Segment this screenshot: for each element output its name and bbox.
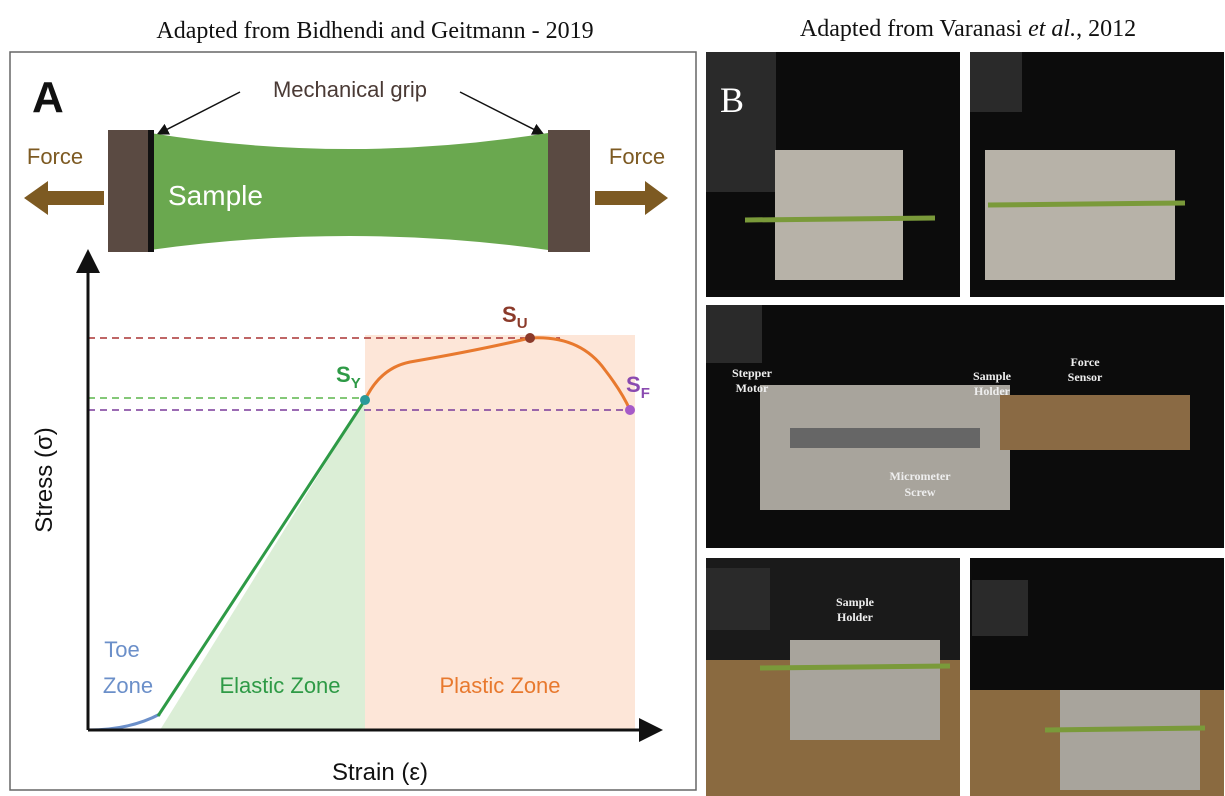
photo-label: Stepper	[732, 366, 773, 380]
plastic-zone	[365, 335, 635, 730]
grip	[108, 130, 150, 252]
left-caption: Adapted from Bidhendi and Geitmann - 201…	[156, 18, 593, 44]
grip-label: Mechanical grip	[273, 77, 427, 102]
zone-label: Elastic Zone	[219, 673, 340, 698]
photo-label: Holder	[974, 384, 1011, 398]
force-label: Force	[27, 144, 83, 169]
panel-letter: A	[32, 73, 64, 122]
right-caption: Adapted from Varanasi et al., 2012	[800, 16, 1136, 42]
yield-point	[360, 395, 370, 405]
zone-label: Plastic Zone	[439, 673, 560, 698]
photo: Stepper Motor Sample Holder Force Sensor…	[706, 305, 1224, 548]
photo-label: Micrometer	[889, 469, 951, 483]
photo-label: Force	[1070, 355, 1100, 369]
photo: Sample Holder	[706, 558, 960, 796]
ultimate-point	[525, 333, 535, 343]
photo-label: Holder	[837, 610, 874, 624]
figure: Adapted from Bidhendi and Geitmann - 201…	[0, 0, 1225, 796]
grip	[548, 130, 590, 252]
grip-edge	[148, 130, 154, 252]
photo-label: Motor	[736, 381, 769, 395]
photo	[970, 558, 1224, 796]
x-axis-label: Strain (ε)	[332, 759, 428, 786]
sample-label: Sample	[168, 180, 263, 211]
zone-label: Toe	[104, 637, 139, 662]
fracture-point	[625, 405, 635, 415]
photo-label: Screw	[904, 485, 935, 499]
photo-label: Sensor	[1068, 370, 1103, 384]
panel-letter: B	[720, 80, 744, 120]
photo-label: Sample	[836, 595, 875, 609]
photo: B	[706, 52, 960, 297]
zone-label: Zone	[103, 673, 153, 698]
force-label: Force	[609, 144, 665, 169]
photo	[970, 52, 1224, 297]
photo-label: Sample	[973, 369, 1012, 383]
y-axis-label: Stress (σ)	[31, 427, 58, 532]
